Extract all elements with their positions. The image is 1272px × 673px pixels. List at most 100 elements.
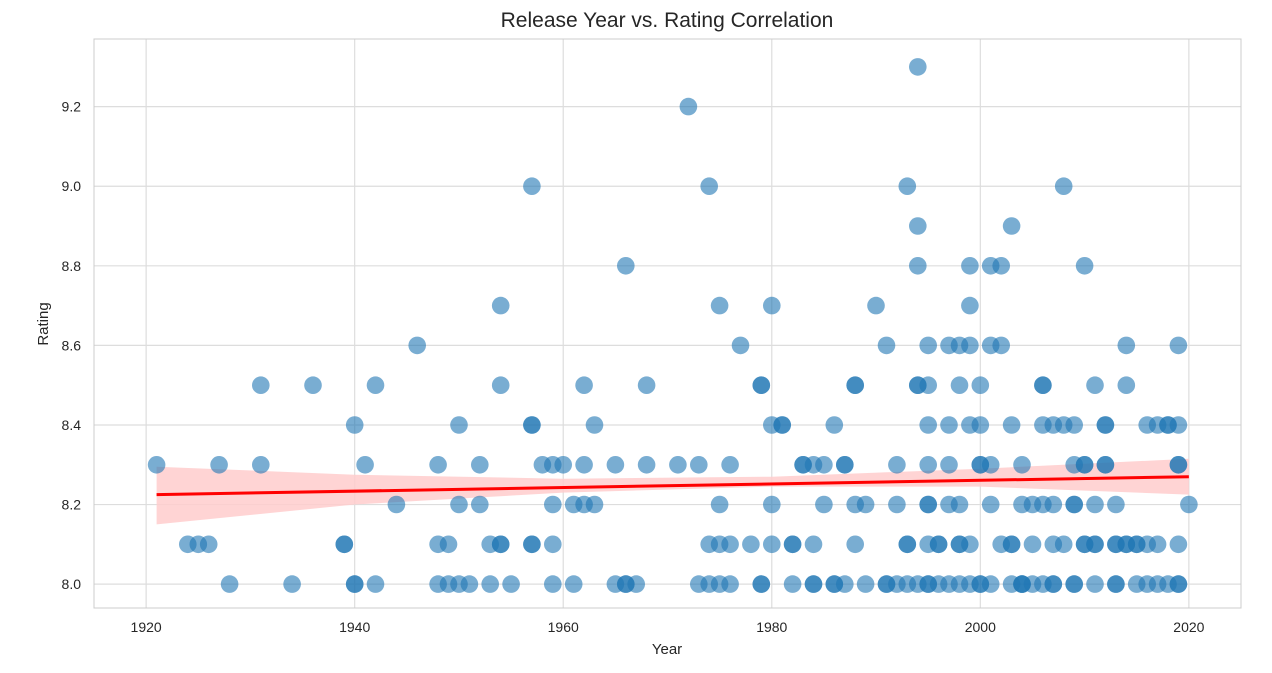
data-point	[783, 575, 802, 593]
data-point	[909, 58, 927, 76]
data-point	[356, 456, 374, 474]
data-point	[1065, 575, 1083, 593]
y-tick-label: 8.6	[62, 337, 82, 353]
data-point	[804, 535, 823, 554]
data-point	[981, 575, 1000, 593]
data-point	[721, 535, 739, 554]
data-point	[919, 456, 937, 474]
data-point	[1002, 217, 1021, 235]
data-point	[690, 456, 708, 474]
data-point	[909, 217, 927, 235]
data-point	[523, 177, 541, 195]
data-point	[1117, 376, 1136, 395]
data-point	[710, 495, 729, 514]
y-tick-label: 8.4	[62, 417, 82, 433]
data-point	[1169, 336, 1188, 355]
data-point	[1075, 257, 1094, 275]
data-point	[1002, 535, 1021, 554]
x-axis-label: Year	[652, 641, 682, 658]
gridlines	[94, 39, 1241, 608]
regression-line	[156, 475, 1189, 497]
data-point	[961, 296, 979, 315]
chart-title: Release Year vs. Rating Correlation	[501, 9, 834, 32]
data-point	[523, 535, 541, 554]
data-point	[544, 495, 562, 514]
data-point	[1169, 535, 1188, 554]
data-point	[846, 535, 864, 554]
data-point	[856, 495, 875, 514]
data-point	[1065, 416, 1083, 434]
data-point	[1169, 575, 1188, 593]
x-tick-label: 1920	[131, 619, 162, 635]
data-point	[575, 456, 593, 474]
data-point	[867, 296, 885, 315]
data-point	[961, 336, 979, 355]
data-point	[544, 575, 562, 593]
data-point	[950, 495, 969, 514]
data-point	[1169, 456, 1188, 474]
data-point	[1075, 456, 1094, 474]
data-point	[439, 535, 458, 554]
data-point	[429, 456, 447, 474]
data-point	[606, 456, 625, 474]
y-tick-label: 8.0	[62, 576, 82, 592]
data-point	[763, 495, 781, 514]
data-point	[1148, 535, 1167, 554]
data-point	[763, 535, 781, 554]
data-point	[950, 376, 969, 395]
data-point	[366, 575, 385, 593]
data-point	[1086, 376, 1104, 395]
data-point	[919, 495, 937, 514]
data-point	[1180, 495, 1198, 514]
data-point	[877, 336, 896, 355]
data-point	[731, 336, 750, 355]
data-point	[1054, 177, 1073, 195]
data-point	[554, 456, 572, 474]
data-point	[471, 495, 489, 514]
data-point	[335, 535, 354, 554]
y-tick-label: 8.8	[62, 258, 82, 274]
y-tick-labels: 8.0 8.2 8.4 8.6 8.8 9.0 9.2	[62, 99, 82, 592]
data-points	[147, 58, 1198, 593]
data-point	[564, 575, 583, 593]
x-tick-label: 1960	[548, 619, 579, 635]
data-point	[742, 535, 760, 554]
data-point	[1013, 456, 1031, 474]
data-point	[471, 456, 489, 474]
data-point	[502, 575, 520, 593]
data-point	[700, 177, 718, 195]
y-tick-label: 8.2	[62, 497, 82, 513]
data-point	[491, 296, 510, 315]
data-point	[836, 575, 854, 593]
data-point	[1096, 456, 1115, 474]
data-point	[1002, 416, 1021, 434]
plot-frame	[93, 38, 1242, 609]
data-point	[836, 456, 854, 474]
data-point	[366, 376, 385, 395]
data-point	[1086, 575, 1104, 593]
data-point	[898, 535, 917, 554]
data-point	[637, 456, 656, 474]
data-point	[1065, 495, 1083, 514]
data-point	[304, 376, 322, 395]
y-tick-label: 9.2	[62, 99, 82, 115]
data-point	[752, 575, 771, 593]
data-point	[919, 376, 937, 395]
data-point	[491, 535, 510, 554]
data-point	[1044, 575, 1063, 593]
data-point	[1054, 535, 1073, 554]
data-point	[617, 257, 635, 275]
data-point	[1023, 535, 1042, 554]
data-point	[450, 495, 468, 514]
confidence-band	[156, 458, 1189, 525]
data-point	[721, 575, 739, 593]
data-point	[783, 535, 802, 554]
data-point	[1107, 575, 1125, 593]
data-point	[992, 336, 1010, 355]
data-point	[637, 376, 656, 395]
data-point	[710, 296, 729, 315]
data-point	[460, 575, 479, 593]
